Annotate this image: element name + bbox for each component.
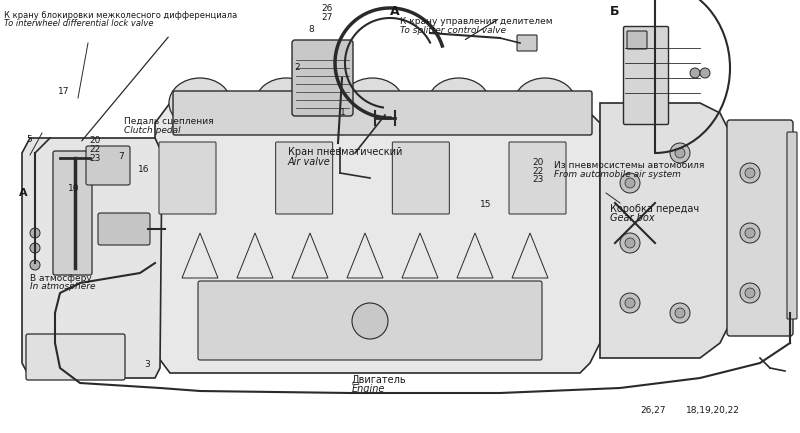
FancyBboxPatch shape [623, 26, 669, 125]
Circle shape [745, 168, 755, 178]
Ellipse shape [255, 78, 318, 128]
FancyBboxPatch shape [26, 334, 125, 380]
Text: 16: 16 [138, 165, 149, 174]
Circle shape [740, 163, 760, 183]
Text: A: A [390, 5, 400, 18]
Circle shape [745, 228, 755, 238]
Circle shape [30, 260, 40, 270]
Circle shape [670, 143, 690, 163]
Text: 3: 3 [144, 360, 150, 369]
Text: 20: 20 [532, 158, 543, 167]
Text: Air valve: Air valve [288, 157, 330, 167]
Text: 22: 22 [90, 145, 101, 154]
FancyBboxPatch shape [159, 142, 216, 214]
FancyBboxPatch shape [86, 146, 130, 185]
Text: К крану блокировки межколесного дифференциала: К крану блокировки межколесного дифферен… [4, 11, 238, 20]
Text: 8: 8 [308, 25, 314, 34]
Text: К крану управления делителем: К крану управления делителем [400, 17, 553, 26]
FancyBboxPatch shape [392, 142, 450, 214]
Circle shape [670, 303, 690, 323]
FancyBboxPatch shape [53, 151, 92, 275]
Circle shape [740, 283, 760, 303]
Circle shape [30, 228, 40, 238]
Text: 10: 10 [68, 184, 79, 194]
Text: 26,27: 26,27 [640, 406, 666, 415]
Circle shape [675, 308, 685, 318]
Circle shape [352, 303, 388, 339]
Ellipse shape [428, 78, 490, 128]
Text: Engine: Engine [352, 384, 386, 394]
Text: 7: 7 [118, 152, 124, 161]
Text: 20: 20 [90, 136, 101, 145]
Text: 23: 23 [532, 175, 543, 184]
Circle shape [620, 233, 640, 253]
Text: 22: 22 [532, 167, 543, 176]
Text: A: A [19, 188, 28, 198]
Text: 15: 15 [480, 200, 491, 210]
Text: From automobile air system: From automobile air system [554, 170, 682, 179]
Ellipse shape [342, 78, 403, 128]
Polygon shape [22, 138, 162, 378]
Ellipse shape [514, 78, 576, 128]
Circle shape [625, 238, 635, 248]
Text: 23: 23 [90, 154, 101, 163]
FancyBboxPatch shape [173, 91, 592, 135]
FancyBboxPatch shape [727, 120, 793, 336]
Text: In atmosphere: In atmosphere [30, 282, 96, 291]
Text: В атмосферу: В атмосферу [30, 274, 92, 283]
Text: Gear box: Gear box [610, 213, 654, 223]
Circle shape [30, 243, 40, 253]
Circle shape [745, 288, 755, 298]
Text: Педаль сцепления: Педаль сцепления [124, 117, 214, 126]
Text: 27: 27 [322, 13, 333, 22]
Circle shape [620, 293, 640, 313]
Text: Двигатель: Двигатель [352, 375, 406, 385]
Text: 1: 1 [340, 108, 346, 117]
Text: To splitter control valve: To splitter control valve [400, 26, 506, 35]
Polygon shape [155, 103, 600, 373]
FancyBboxPatch shape [98, 213, 150, 245]
Text: 17: 17 [58, 87, 69, 97]
Circle shape [620, 173, 640, 193]
Circle shape [625, 298, 635, 308]
Circle shape [740, 223, 760, 243]
FancyBboxPatch shape [198, 281, 542, 360]
FancyBboxPatch shape [276, 142, 333, 214]
Circle shape [675, 148, 685, 158]
Polygon shape [600, 103, 730, 358]
Text: Из пневмосистемы автомобиля: Из пневмосистемы автомобиля [554, 161, 705, 170]
Text: To interwheel differential lock valve: To interwheel differential lock valve [4, 19, 154, 29]
Text: 18,19,20,22: 18,19,20,22 [686, 406, 740, 415]
FancyBboxPatch shape [292, 40, 353, 116]
Text: 2: 2 [294, 63, 300, 72]
Text: 26: 26 [322, 4, 333, 13]
FancyBboxPatch shape [627, 31, 647, 49]
FancyBboxPatch shape [517, 35, 537, 51]
Text: Кран пневматический: Кран пневматический [288, 147, 402, 157]
FancyBboxPatch shape [509, 142, 566, 214]
Circle shape [690, 68, 700, 78]
Text: Clutch pedal: Clutch pedal [124, 126, 181, 135]
Circle shape [625, 178, 635, 188]
FancyBboxPatch shape [787, 132, 797, 319]
Text: Коробка передач: Коробка передач [610, 204, 698, 213]
Circle shape [700, 68, 710, 78]
Text: Б: Б [610, 5, 619, 18]
Text: 5: 5 [26, 135, 32, 144]
Ellipse shape [169, 78, 231, 128]
